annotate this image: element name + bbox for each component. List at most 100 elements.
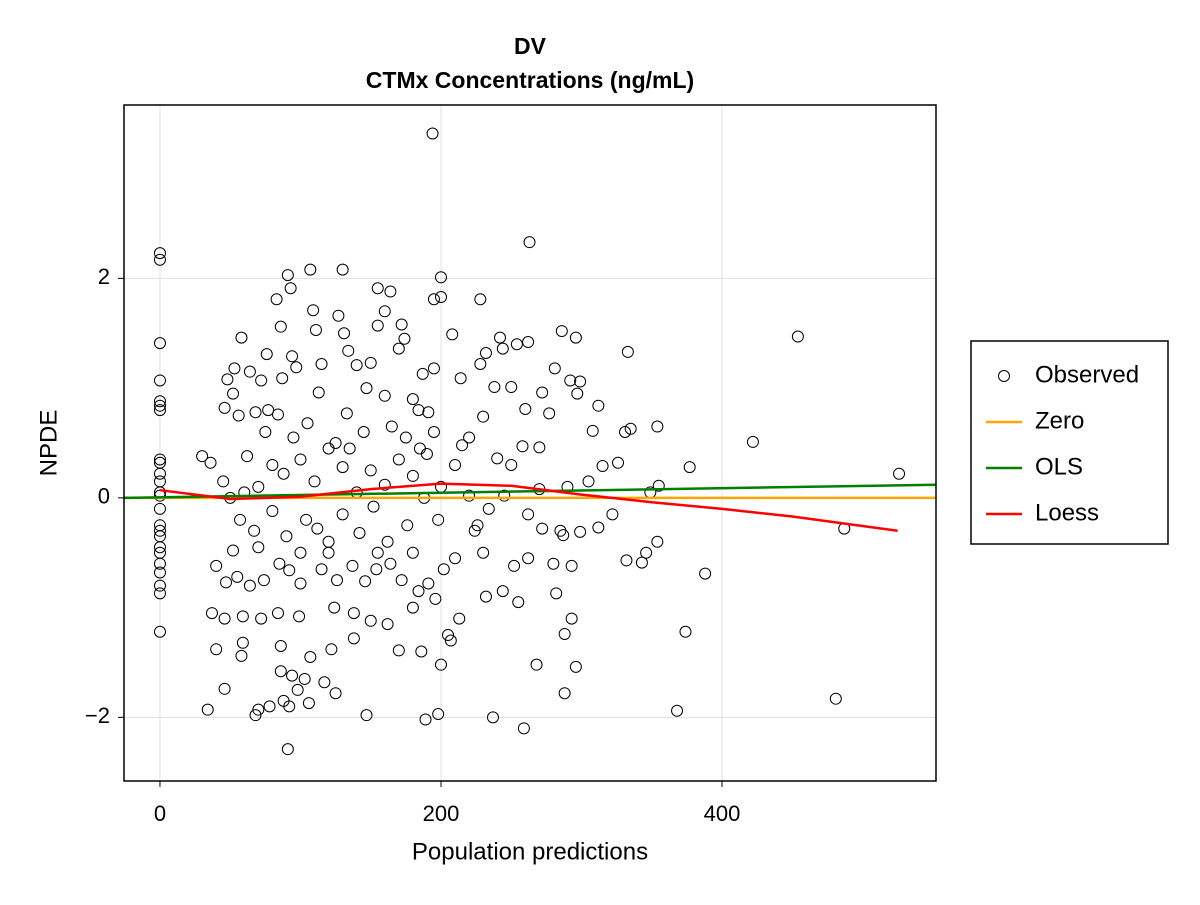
observed-point — [471, 519, 484, 532]
observed-point — [477, 546, 490, 559]
observed-point — [444, 634, 457, 647]
observed-point — [523, 236, 536, 249]
observed-point — [210, 643, 223, 656]
observed-point — [437, 563, 450, 576]
observed-point — [234, 513, 247, 526]
observed-point — [496, 342, 509, 355]
observed-point — [217, 475, 230, 488]
observed-point — [364, 464, 377, 477]
observed-point — [350, 359, 363, 372]
observed-point — [453, 612, 466, 625]
x-tick-label: 200 — [423, 801, 460, 826]
observed-point — [153, 467, 166, 480]
observed-point — [482, 502, 495, 515]
x-axis-label: Population predictions — [412, 838, 648, 865]
observed-point — [281, 269, 294, 282]
observed-point — [415, 645, 428, 658]
observed-point — [300, 513, 313, 526]
legend-label: Observed — [1035, 361, 1139, 388]
observed-point — [221, 373, 234, 386]
observed-point — [347, 632, 360, 645]
legend: Observed Zero OLS Loess — [986, 361, 1139, 526]
observed-point — [468, 524, 481, 537]
observed-point — [426, 127, 439, 140]
observed-point — [301, 417, 314, 430]
observed-point — [564, 374, 577, 387]
observed-point — [248, 524, 261, 537]
observed-point — [255, 374, 268, 387]
observed-point — [498, 489, 511, 502]
observed-point — [699, 567, 712, 580]
observed-point — [508, 559, 521, 572]
observed-point — [252, 703, 265, 716]
observed-point — [582, 475, 595, 488]
observed-point — [624, 422, 637, 435]
observed-point — [235, 331, 248, 344]
observed-point — [311, 522, 324, 535]
observed-point — [536, 522, 549, 535]
observed-point — [360, 709, 373, 722]
observed-point — [516, 440, 529, 453]
observed-point — [283, 564, 296, 577]
x-tick-label: 0 — [154, 801, 166, 826]
observed-point — [153, 579, 166, 592]
observed-point — [494, 331, 507, 344]
observed-point — [367, 500, 380, 513]
observed-point — [474, 293, 487, 306]
observed-point — [332, 309, 345, 322]
observed-point — [434, 291, 447, 304]
observed-point — [153, 404, 166, 417]
observed-point — [304, 650, 317, 663]
observed-point — [286, 350, 299, 363]
observed-point — [412, 404, 425, 417]
observed-point — [274, 665, 287, 678]
observed-point — [286, 669, 299, 682]
observed-point — [413, 442, 426, 455]
observed-point — [153, 625, 166, 638]
observed-point — [328, 601, 341, 614]
observed-point — [153, 395, 166, 408]
observed-point — [262, 404, 275, 417]
observed-point — [336, 508, 349, 521]
observed-point — [392, 342, 405, 355]
observed-point — [592, 521, 605, 534]
observed-point — [449, 458, 462, 471]
observed-point — [153, 253, 166, 266]
observed-point — [201, 703, 214, 716]
observed-point — [427, 362, 440, 375]
observed-point — [232, 409, 245, 422]
observed-point — [302, 697, 315, 710]
observed-point — [294, 546, 307, 559]
observed-point — [679, 625, 692, 638]
observed-point — [153, 453, 166, 466]
observed-point — [635, 556, 648, 569]
observed-point — [378, 478, 391, 491]
observed-point — [205, 607, 218, 620]
observed-point — [153, 374, 166, 387]
observed-point — [153, 337, 166, 350]
observed-point — [231, 570, 244, 583]
observed-point — [434, 658, 447, 671]
chart-subtitle: CTMx Concentrations (ng/mL) — [366, 67, 694, 93]
observed-point — [360, 382, 373, 395]
observed-point — [153, 247, 166, 260]
observed-point — [218, 401, 231, 414]
observed-point — [291, 683, 304, 696]
observed-point — [592, 399, 605, 412]
observed-point — [505, 381, 518, 394]
observed-point — [228, 362, 241, 375]
observed-point — [266, 505, 279, 518]
observed-point — [294, 453, 307, 466]
observed-point — [329, 687, 342, 700]
observed-point — [325, 643, 338, 656]
observed-point — [652, 479, 665, 492]
observed-point — [893, 467, 906, 480]
observed-point — [456, 439, 469, 452]
observed-point — [392, 644, 405, 657]
observed-point — [543, 407, 556, 420]
observed-point — [454, 372, 467, 385]
x-tick-label: 400 — [704, 801, 741, 826]
observed-point — [519, 402, 532, 415]
observed-point — [746, 435, 759, 448]
